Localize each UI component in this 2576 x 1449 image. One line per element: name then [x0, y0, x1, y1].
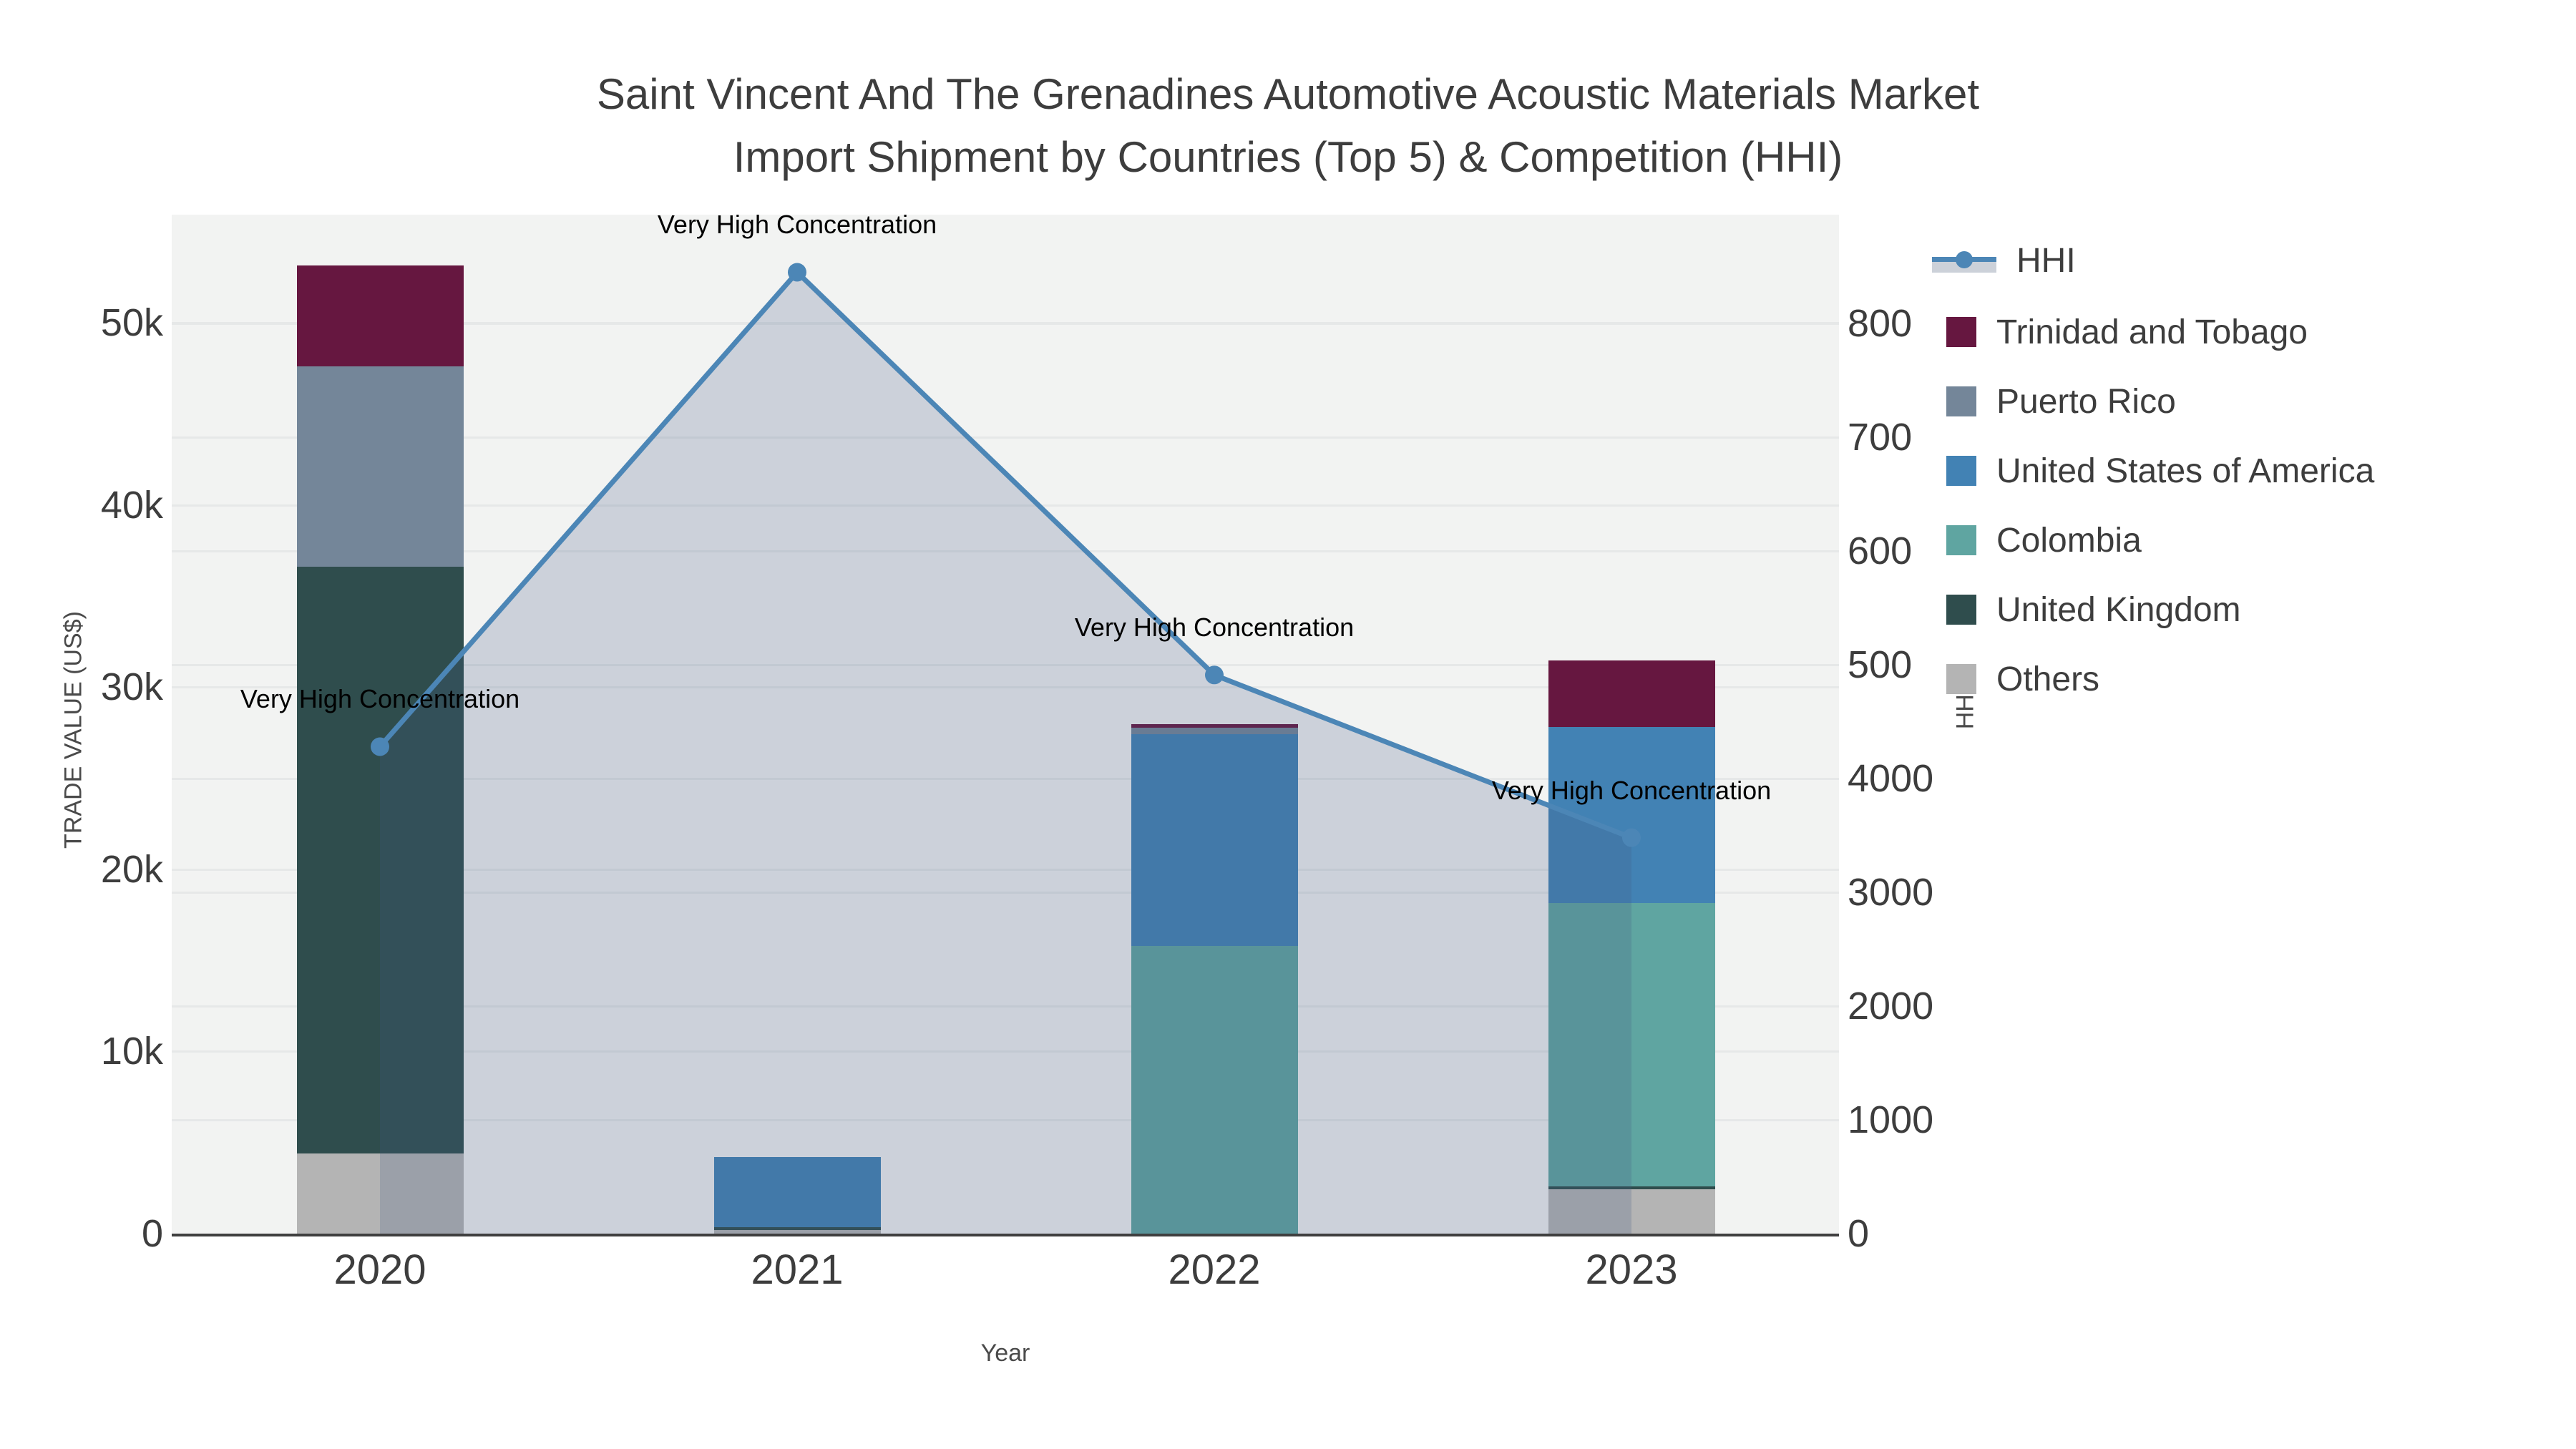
bar-segment-trinidad-and-tobago-2023[interactable]: [1548, 660, 1715, 727]
y-axis-left-title: TRADE VALUE (US$): [59, 611, 87, 849]
gridline-hhi-500: [172, 664, 1839, 666]
hhi-line-icon: [1932, 248, 1996, 273]
hhi-area-fill: [380, 272, 1631, 1234]
legend-label-united-states-of-america: United States of America: [1996, 452, 2375, 490]
bar-segment-united-states-of-america-2022[interactable]: [1131, 734, 1298, 946]
y-right-tick-1000: 1000: [1848, 1098, 1934, 1141]
gridline-hhi-3000: [172, 892, 1839, 894]
legend-swatch-trinidad-and-tobago: [1946, 317, 1976, 347]
y-right-tick-800: 800: [1848, 302, 1913, 345]
legend-label-colombia: Colombia: [1996, 521, 2142, 560]
bar-segment-united-kingdom-2023[interactable]: [1548, 1186, 1715, 1189]
chart-title: Saint Vincent And The Grenadines Automot…: [0, 63, 2576, 189]
y-right-tick-2000: 2000: [1848, 985, 1934, 1028]
legend-label-others: Others: [1996, 660, 2100, 698]
legend-item-colombia[interactable]: Colombia: [1932, 515, 2142, 565]
bar-segment-puerto-rico-2022[interactable]: [1131, 728, 1298, 735]
legend-item-united-kingdom[interactable]: United Kingdom: [1932, 585, 2241, 635]
gridline-hhi-4000: [172, 778, 1839, 780]
gridline-trade-10k: [172, 1050, 1839, 1053]
x-tick-2020: 2020: [333, 1246, 426, 1293]
gridline-trade-20k: [172, 868, 1839, 871]
legend-item-hhi[interactable]: HHI: [1932, 235, 2076, 286]
legend-item-others[interactable]: Others: [1932, 654, 2099, 704]
bar-segment-others-2020[interactable]: [296, 1153, 464, 1234]
annotation-2022: Very High Concentration: [1074, 613, 1355, 643]
legend-label-trinidad-and-tobago: Trinidad and Tobago: [1996, 313, 2308, 351]
x-axis-line: [172, 1234, 1839, 1236]
bar-segment-others-2021[interactable]: [713, 1229, 881, 1234]
bar-segment-colombia-2022[interactable]: [1131, 945, 1298, 1234]
gridline-hhi-800: [172, 323, 1839, 325]
gridline-hhi-700: [172, 436, 1839, 439]
hhi-line: [378, 268, 1633, 840]
hhi-marker-2020[interactable]: [371, 737, 389, 756]
hhi-line-layer: [371, 263, 1641, 1234]
legend-item-trinidad-and-tobago[interactable]: Trinidad and Tobago: [1932, 307, 2308, 357]
legend-swatch-puerto-rico: [1946, 386, 1976, 416]
hhi-marker-2023[interactable]: [1622, 828, 1641, 847]
y-right-tick-4000: 4000: [1848, 757, 1934, 800]
y-right-tick-0: 0: [1848, 1212, 1870, 1255]
bar-segment-united-kingdom-2020[interactable]: [296, 567, 464, 1153]
annotation-2020: Very High Concentration: [240, 684, 520, 714]
bar-segment-trinidad-and-tobago-2020[interactable]: [296, 265, 464, 367]
legend-label-hhi: HHI: [2016, 241, 2076, 280]
legend-label-united-kingdom: United Kingdom: [1996, 590, 2241, 629]
y-right-tick-600: 600: [1848, 530, 1913, 572]
bar-segment-others-2023[interactable]: [1548, 1189, 1715, 1234]
x-tick-2023: 2023: [1585, 1246, 1678, 1293]
legend-label-puerto-rico: Puerto Rico: [1996, 382, 2176, 421]
chart-title-line1: Saint Vincent And The Grenadines Automot…: [596, 70, 1980, 118]
gridline-hhi-1000: [172, 1119, 1839, 1121]
legend-swatch-others: [1946, 664, 1976, 694]
y-left-tick-40k: 40k: [100, 483, 163, 527]
y-left-tick-30k: 30k: [100, 665, 163, 709]
gridline-hhi-600: [172, 550, 1839, 552]
y-right-tick-700: 700: [1848, 416, 1913, 459]
y-left-tick-10k: 10k: [100, 1030, 163, 1073]
legend-swatch-united-kingdom: [1946, 595, 1976, 625]
gridline-trade-40k: [172, 504, 1839, 507]
bar-segment-united-states-of-america-2021[interactable]: [713, 1157, 881, 1228]
y-right-tick-3000: 3000: [1848, 871, 1934, 914]
x-tick-2021: 2021: [751, 1246, 844, 1293]
annotation-2021: Very High Concentration: [657, 210, 937, 240]
bar-segment-trinidad-and-tobago-2022[interactable]: [1131, 724, 1298, 728]
legend-item-puerto-rico[interactable]: Puerto Rico: [1932, 376, 2176, 426]
hhi-marker-2021[interactable]: [788, 263, 806, 282]
y-right-tick-500: 500: [1848, 643, 1913, 686]
x-tick-2022: 2022: [1168, 1246, 1261, 1293]
bar-segment-colombia-2023[interactable]: [1548, 902, 1715, 1186]
bar-segment-united-kingdom-2021[interactable]: [713, 1227, 881, 1230]
annotation-2023: Very High Concentration: [1491, 775, 1772, 805]
y-left-tick-50k: 50k: [100, 301, 163, 344]
y-left-tick-20k: 20k: [100, 847, 163, 891]
legend-swatch-united-states-of-america: [1946, 456, 1976, 486]
legend-item-united-states-of-america[interactable]: United States of America: [1932, 446, 2374, 496]
chart-title-line2: Import Shipment by Countries (Top 5) & C…: [733, 133, 1843, 181]
hhi-marker-2022[interactable]: [1205, 665, 1224, 685]
x-axis-title: Year: [980, 1340, 1030, 1367]
bar-segment-puerto-rico-2020[interactable]: [296, 366, 464, 567]
gridline-hhi-2000: [172, 1005, 1839, 1008]
legend-swatch-colombia: [1946, 525, 1976, 555]
y-left-tick-0: 0: [141, 1212, 163, 1255]
gridline-trade-30k: [172, 686, 1839, 689]
